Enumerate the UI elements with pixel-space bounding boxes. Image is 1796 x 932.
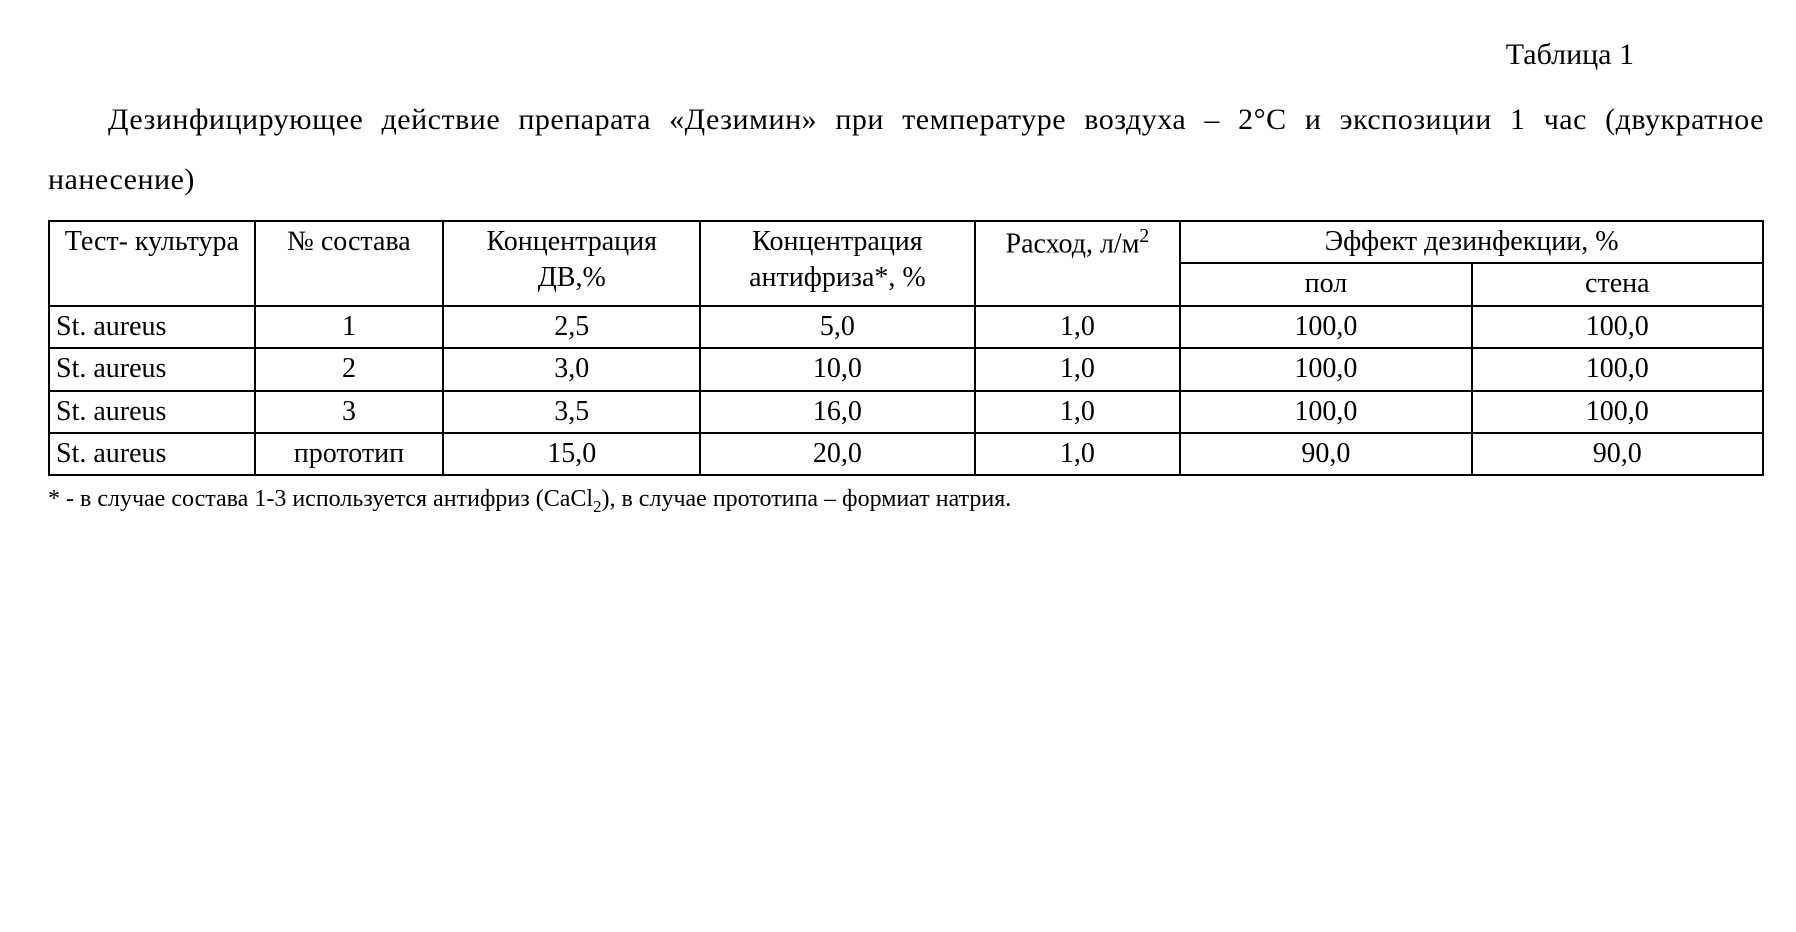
cell-dv: 15,0 <box>443 433 700 475</box>
cell-dv: 2,5 <box>443 306 700 348</box>
cell-num: 3 <box>255 391 444 433</box>
header-culture: Тест- культура <box>49 221 255 306</box>
cell-culture: St. aureus <box>49 306 255 348</box>
header-wall: стена <box>1472 263 1763 305</box>
cell-flow: 1,0 <box>975 306 1181 348</box>
cell-flow: 1,0 <box>975 433 1181 475</box>
header-composition-no: № состава <box>255 221 444 306</box>
header-flow: Расход, л/м2 <box>975 221 1181 306</box>
table-body: St. aureus 1 2,5 5,0 1,0 100,0 100,0 St.… <box>49 306 1763 476</box>
table-row: St. aureus прототип 15,0 20,0 1,0 90,0 9… <box>49 433 1763 475</box>
footnote: * - в случае состава 1-3 используется ан… <box>48 486 1764 517</box>
cell-dv: 3,0 <box>443 348 700 390</box>
cell-wall: 90,0 <box>1472 433 1763 475</box>
cell-floor: 90,0 <box>1180 433 1471 475</box>
cell-anti: 10,0 <box>700 348 974 390</box>
cell-wall: 100,0 <box>1472 306 1763 348</box>
cell-floor: 100,0 <box>1180 306 1471 348</box>
cell-wall: 100,0 <box>1472 391 1763 433</box>
cell-num: 1 <box>255 306 444 348</box>
cell-wall: 100,0 <box>1472 348 1763 390</box>
cell-flow: 1,0 <box>975 391 1181 433</box>
table-caption: Дезинфицирующее действие препарата «Дези… <box>48 90 1764 210</box>
header-dv-concentration: Концентрация ДВ,% <box>443 221 700 306</box>
header-effect: Эффект дезинфекции, % <box>1180 221 1763 263</box>
header-row-1: Тест- культура № состава Концентрация ДВ… <box>49 221 1763 263</box>
cell-anti: 16,0 <box>700 391 974 433</box>
cell-culture: St. aureus <box>49 348 255 390</box>
table-number-label: Таблица 1 <box>48 38 1764 72</box>
data-table: Тест- культура № состава Концентрация ДВ… <box>48 220 1764 476</box>
cell-floor: 100,0 <box>1180 348 1471 390</box>
cell-num: прототип <box>255 433 444 475</box>
header-floor: пол <box>1180 263 1471 305</box>
table-row: St. aureus 1 2,5 5,0 1,0 100,0 100,0 <box>49 306 1763 348</box>
cell-flow: 1,0 <box>975 348 1181 390</box>
cell-anti: 20,0 <box>700 433 974 475</box>
table-row: St. aureus 3 3,5 16,0 1,0 100,0 100,0 <box>49 391 1763 433</box>
header-antifreeze-concentration: Концентрация антифриза*, % <box>700 221 974 306</box>
cell-dv: 3,5 <box>443 391 700 433</box>
cell-floor: 100,0 <box>1180 391 1471 433</box>
table-row: St. aureus 2 3,0 10,0 1,0 100,0 100,0 <box>49 348 1763 390</box>
cell-num: 2 <box>255 348 444 390</box>
cell-culture: St. aureus <box>49 391 255 433</box>
cell-culture: St. aureus <box>49 433 255 475</box>
cell-anti: 5,0 <box>700 306 974 348</box>
